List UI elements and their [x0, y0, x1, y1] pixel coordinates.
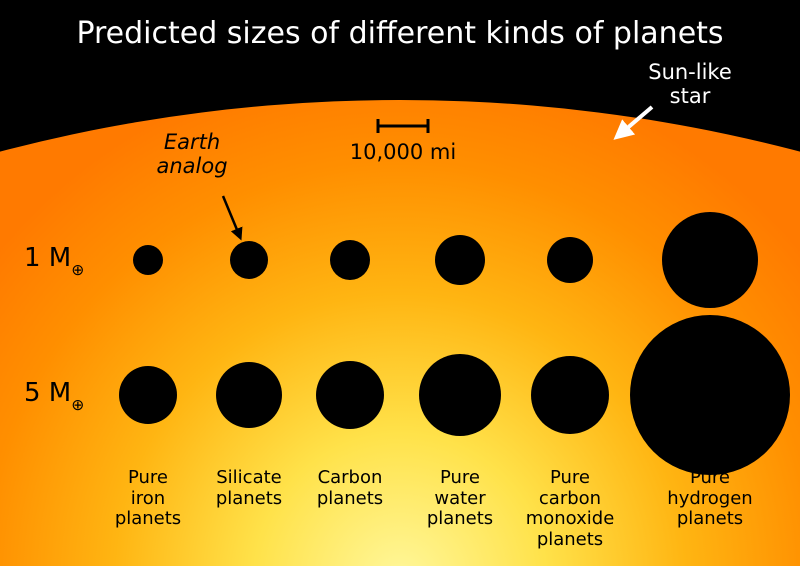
planet-row-1m-iron	[133, 245, 163, 275]
column-label-carbon: Carbon planets	[295, 468, 405, 509]
column-label-silicate: Silicate planets	[194, 468, 304, 509]
planet-row-5m-iron	[119, 366, 177, 424]
planet-row-1m-silicate	[230, 241, 268, 279]
column-label-co: Pure carbon monoxide planets	[515, 468, 625, 551]
planet-row-5m-hydrogen	[630, 315, 790, 475]
scale-bar-label: 10,000 mi	[343, 140, 463, 164]
page-title: Predicted sizes of different kinds of pl…	[0, 16, 800, 51]
planet-row-5m-silicate	[216, 362, 282, 428]
row-label-row-5m: 5 M⊕	[24, 378, 84, 411]
column-label-iron: Pure iron planets	[93, 468, 203, 530]
column-label-hydrogen: Pure hydrogen planets	[655, 468, 765, 530]
planet-row-1m-water	[435, 235, 485, 285]
column-label-water: Pure water planets	[405, 468, 515, 530]
planet-row-1m-co	[547, 237, 593, 283]
planet-row-1m-hydrogen	[662, 212, 758, 308]
sun-label: Sun-like star	[630, 60, 750, 108]
planet-row-1m-carbon	[330, 240, 370, 280]
earth-analog-label: Earth analog	[142, 130, 242, 178]
diagram-stage: Predicted sizes of different kinds of pl…	[0, 0, 800, 566]
planet-row-5m-carbon	[316, 361, 384, 429]
row-label-row-1m: 1 M⊕	[24, 243, 84, 276]
planet-row-5m-water	[419, 354, 501, 436]
planet-row-5m-co	[531, 356, 609, 434]
